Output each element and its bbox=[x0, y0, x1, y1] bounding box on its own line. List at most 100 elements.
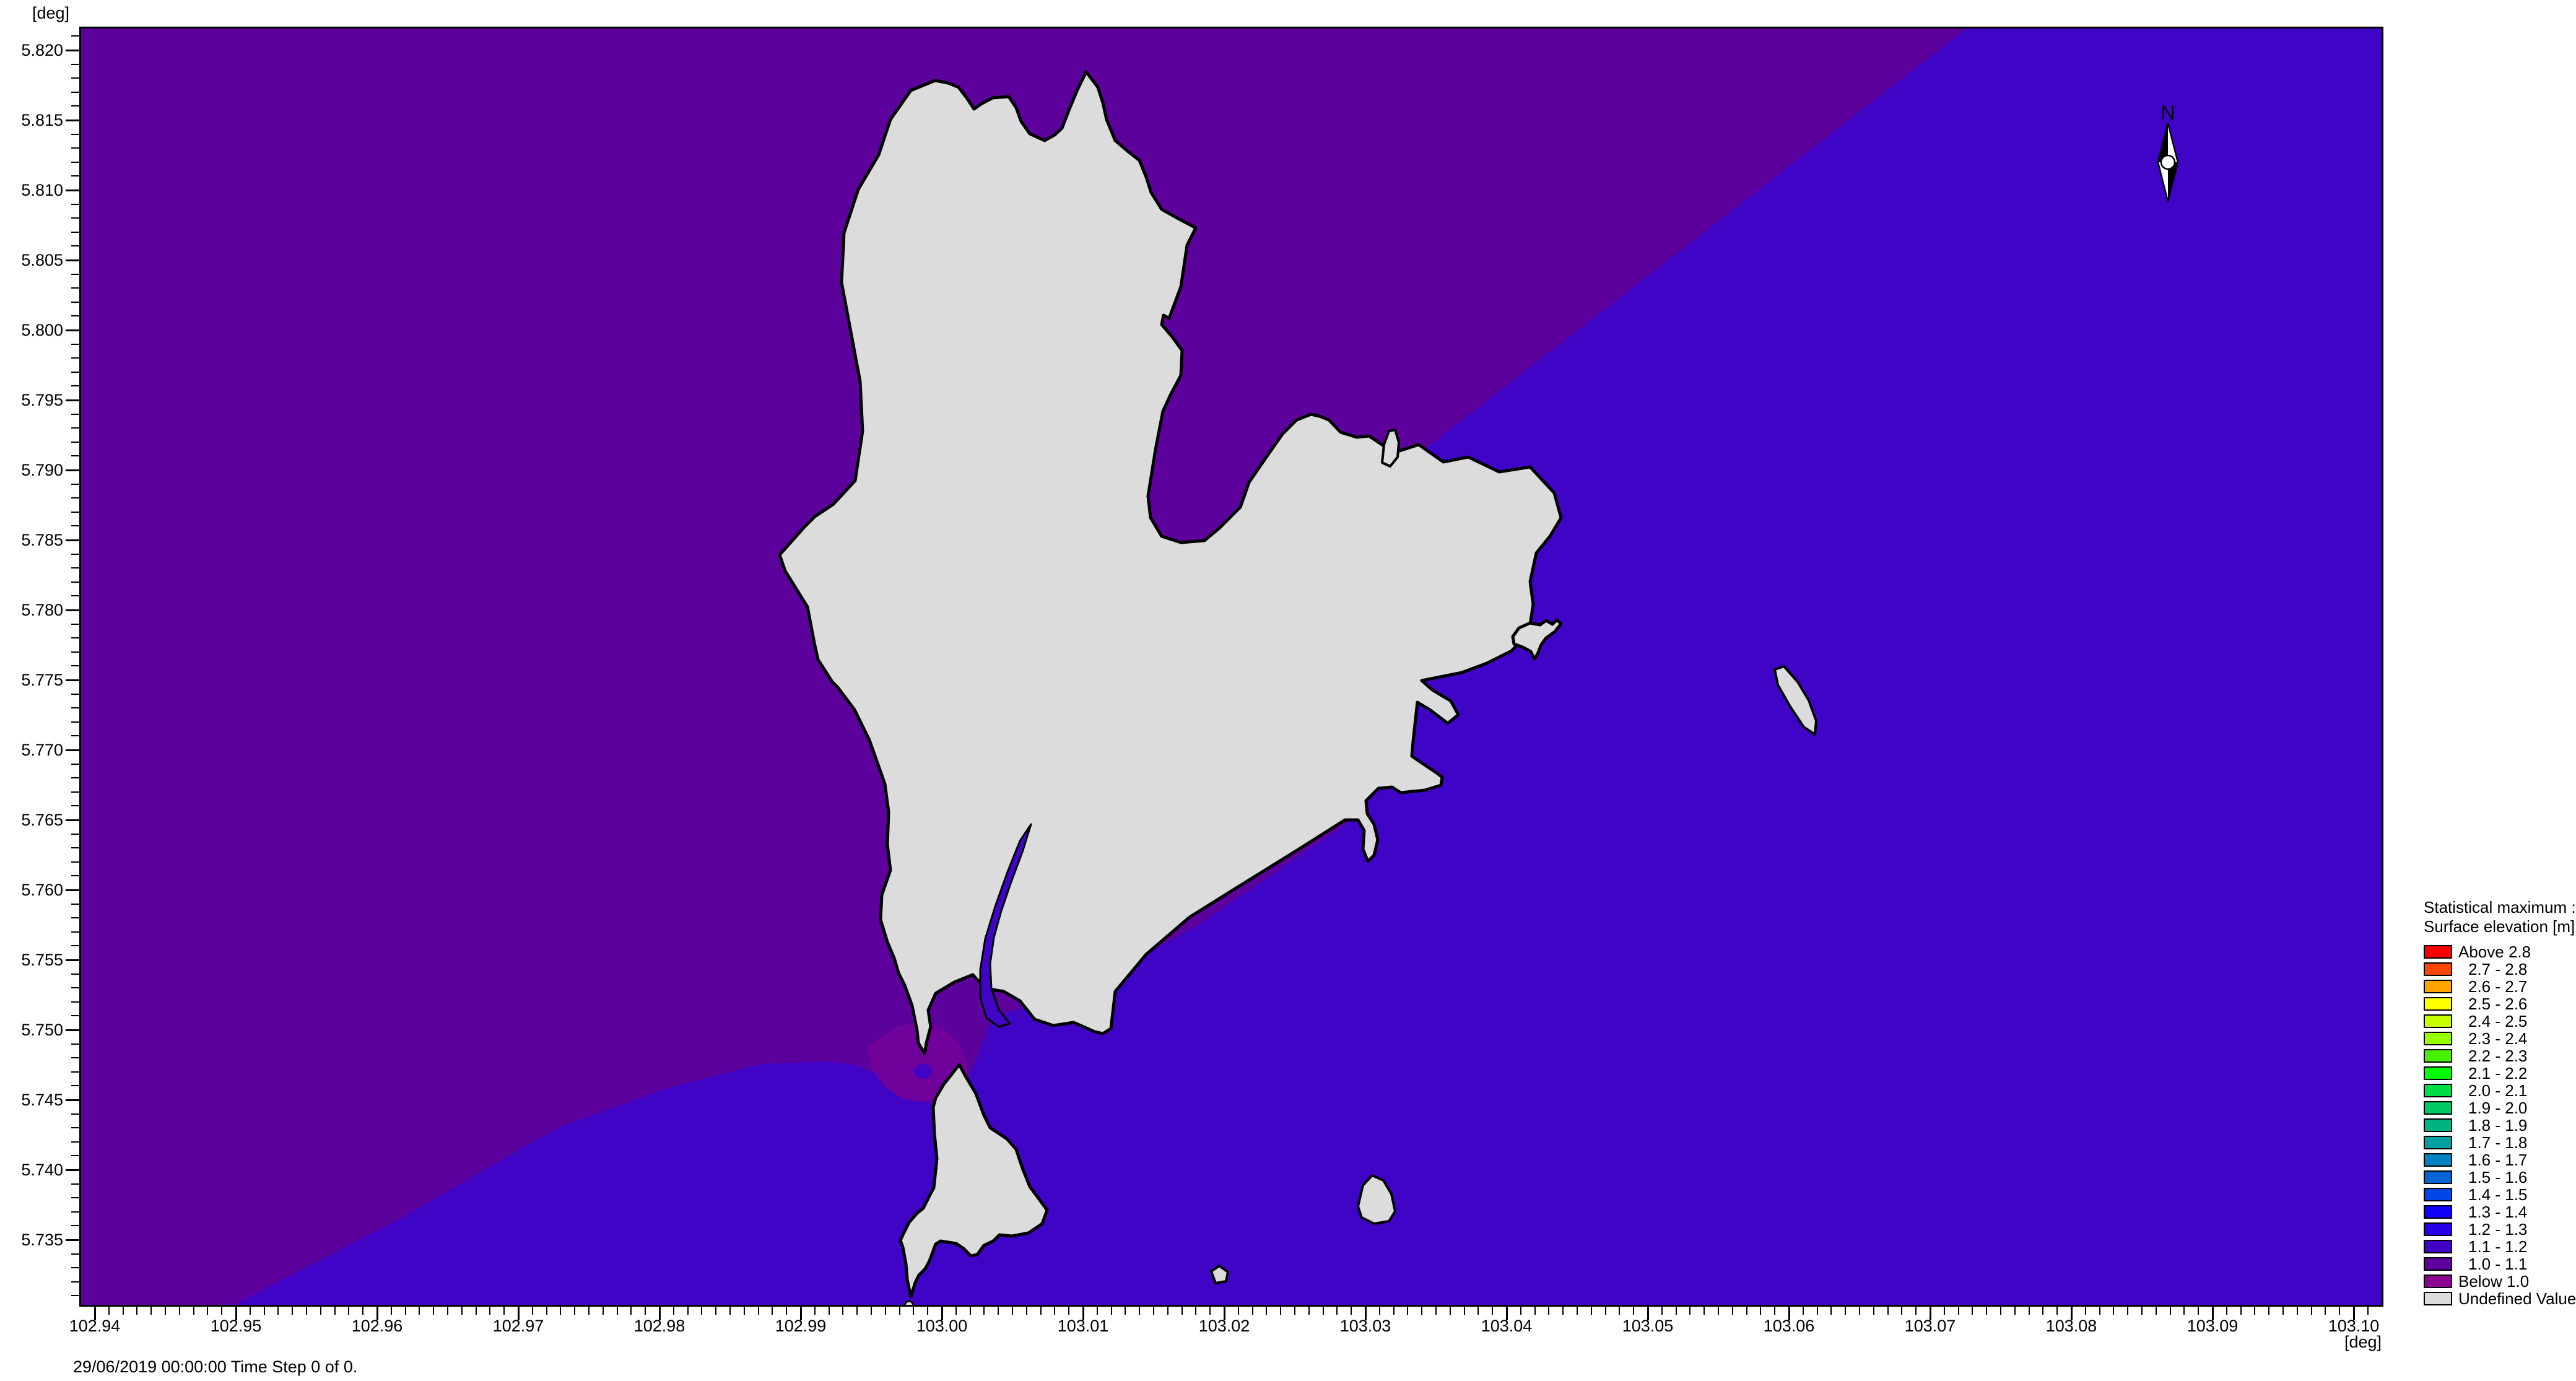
x-minor-tick bbox=[1125, 1307, 1126, 1315]
x-minor-tick bbox=[560, 1307, 562, 1315]
y-minor-tick bbox=[71, 1113, 79, 1115]
y-minor-tick bbox=[71, 273, 79, 275]
y-minor-tick bbox=[71, 231, 79, 233]
x-minor-tick bbox=[588, 1307, 590, 1315]
y-minor-tick bbox=[71, 413, 79, 415]
y-minor-tick bbox=[71, 987, 79, 989]
legend-swatch bbox=[2424, 1066, 2452, 1080]
x-minor-tick bbox=[193, 1307, 194, 1315]
x-minor-tick bbox=[461, 1307, 463, 1315]
y-minor-tick bbox=[71, 665, 79, 667]
x-minor-tick bbox=[1731, 1307, 1733, 1315]
legend-swatch bbox=[2424, 1136, 2452, 1149]
map-canvas[interactable]: N bbox=[81, 28, 2382, 1305]
x-minor-tick bbox=[1407, 1307, 1409, 1315]
x-major-tick bbox=[800, 1307, 802, 1320]
islet-east bbox=[1511, 618, 1563, 661]
x-axis-tick-label: 103.09 bbox=[2187, 1317, 2239, 1335]
x-minor-tick bbox=[2240, 1307, 2242, 1315]
x-minor-tick bbox=[334, 1307, 336, 1315]
x-major-tick bbox=[1647, 1307, 1649, 1320]
legend-label: 1.1 - 1.2 bbox=[2468, 1237, 2528, 1256]
x-minor-tick bbox=[1718, 1307, 1719, 1315]
x-minor-tick bbox=[983, 1307, 985, 1315]
x-minor-tick bbox=[2127, 1307, 2129, 1315]
x-minor-tick bbox=[884, 1307, 886, 1315]
x-minor-tick bbox=[757, 1307, 759, 1315]
x-minor-tick bbox=[1887, 1307, 1889, 1315]
y-axis-tick-label: 5.790 bbox=[21, 461, 63, 479]
x-minor-tick bbox=[2268, 1307, 2270, 1315]
legend-row: 2.1 - 2.2 bbox=[2424, 1064, 2576, 1083]
x-minor-tick bbox=[1675, 1307, 1677, 1315]
north-arrow-label: N bbox=[2160, 102, 2175, 124]
x-minor-tick bbox=[1534, 1307, 1536, 1315]
y-minor-tick bbox=[71, 175, 79, 177]
y-minor-tick bbox=[71, 945, 79, 947]
x-minor-tick bbox=[969, 1307, 971, 1315]
x-minor-tick bbox=[165, 1307, 166, 1315]
legend-row: 2.7 - 2.8 bbox=[2424, 960, 2576, 978]
map-plot-area[interactable]: N bbox=[79, 27, 2383, 1307]
x-minor-tick bbox=[842, 1307, 844, 1315]
y-axis-tick-label: 5.810 bbox=[21, 181, 63, 199]
x-minor-tick bbox=[546, 1307, 547, 1315]
x-minor-tick bbox=[1110, 1307, 1112, 1315]
y-minor-tick bbox=[71, 1057, 79, 1059]
southern-island bbox=[899, 1063, 1049, 1299]
legend-row: 1.4 - 1.5 bbox=[2424, 1185, 2576, 1204]
legend-row: Above 2.8 bbox=[2424, 943, 2576, 961]
legend-swatch bbox=[2424, 1153, 2452, 1167]
x-minor-tick bbox=[1802, 1307, 1804, 1315]
x-minor-tick bbox=[1351, 1307, 1352, 1315]
x-minor-tick bbox=[1449, 1307, 1451, 1315]
legend-swatch bbox=[2424, 1101, 2452, 1115]
x-minor-tick bbox=[1068, 1307, 1070, 1315]
x-minor-tick bbox=[899, 1307, 900, 1315]
y-axis-tick-label: 5.775 bbox=[21, 671, 63, 689]
x-minor-tick bbox=[404, 1307, 406, 1315]
y-minor-tick bbox=[71, 1015, 79, 1017]
x-minor-tick bbox=[1986, 1307, 1988, 1315]
x-minor-tick bbox=[306, 1307, 307, 1315]
x-axis-tick-label: 103.00 bbox=[916, 1317, 968, 1335]
x-minor-tick bbox=[1294, 1307, 1295, 1315]
x-minor-tick bbox=[348, 1307, 350, 1315]
y-major-tick bbox=[66, 819, 79, 821]
y-minor-tick bbox=[71, 63, 79, 65]
legend-label: Below 1.0 bbox=[2458, 1271, 2530, 1291]
x-minor-tick bbox=[2325, 1307, 2326, 1315]
y-minor-tick bbox=[71, 427, 79, 429]
y-minor-tick bbox=[71, 931, 79, 933]
x-axis-tick-label: 103.10 bbox=[2328, 1317, 2380, 1335]
y-minor-tick bbox=[71, 301, 79, 303]
y-minor-tick bbox=[71, 441, 79, 443]
y-axis-tick-label: 5.745 bbox=[21, 1091, 63, 1109]
legend-label: 1.5 - 1.6 bbox=[2468, 1167, 2528, 1187]
y-minor-tick bbox=[71, 917, 79, 919]
legend-label: 2.5 - 2.6 bbox=[2468, 994, 2528, 1013]
y-minor-tick bbox=[71, 1295, 79, 1297]
y-axis-tick-label: 5.760 bbox=[21, 881, 63, 899]
y-minor-tick bbox=[71, 1085, 79, 1087]
x-minor-tick bbox=[1562, 1307, 1564, 1315]
shallow-blue-blob bbox=[914, 1064, 933, 1079]
north-arrow-hub bbox=[2160, 154, 2176, 170]
x-minor-tick bbox=[1548, 1307, 1550, 1315]
legend-row: 1.6 - 1.7 bbox=[2424, 1151, 2576, 1169]
y-major-tick bbox=[66, 329, 79, 331]
x-axis-tick-label: 102.97 bbox=[492, 1317, 544, 1335]
x-minor-tick bbox=[1957, 1307, 1959, 1315]
x-minor-tick bbox=[1633, 1307, 1635, 1315]
x-minor-tick bbox=[630, 1307, 632, 1315]
y-major-tick bbox=[66, 399, 79, 401]
timestep-status-text: 29/06/2019 00:00:00 Time Step 0 of 0. bbox=[73, 1357, 358, 1376]
x-minor-tick bbox=[2014, 1307, 2016, 1315]
legend-row: 2.5 - 2.6 bbox=[2424, 995, 2576, 1013]
legend-swatch bbox=[2424, 1014, 2452, 1028]
x-minor-tick bbox=[927, 1307, 929, 1315]
y-major-tick bbox=[66, 190, 79, 191]
x-minor-tick bbox=[1308, 1307, 1310, 1315]
y-major-tick bbox=[66, 889, 79, 891]
